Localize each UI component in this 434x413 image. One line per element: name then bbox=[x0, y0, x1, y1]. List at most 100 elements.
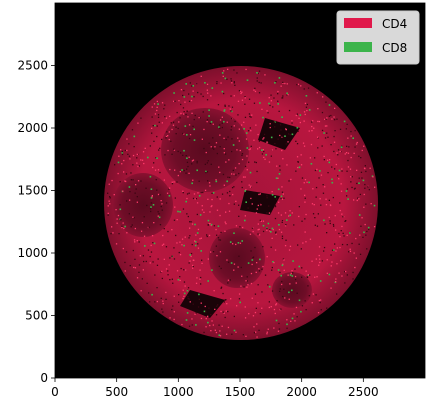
cd4-cell bbox=[281, 220, 284, 222]
cd4-cell bbox=[275, 120, 277, 123]
cd4-cell bbox=[234, 167, 237, 169]
cd4-cell bbox=[123, 171, 125, 173]
cd4-cell bbox=[233, 173, 235, 175]
cd8-cell bbox=[289, 274, 292, 276]
cd8-cell bbox=[274, 196, 276, 198]
cd4-cell bbox=[278, 322, 280, 325]
cd4-cell bbox=[282, 82, 284, 84]
cd4-cell bbox=[182, 132, 184, 135]
cd4-cell bbox=[215, 142, 218, 144]
cd4-cell bbox=[335, 250, 337, 252]
cd4-cell bbox=[266, 229, 268, 232]
cd4-cell bbox=[214, 308, 216, 310]
cd4-cell bbox=[253, 139, 255, 141]
cd4-cell bbox=[188, 325, 191, 327]
cd4-cell bbox=[322, 96, 324, 98]
cd4-cell bbox=[205, 311, 207, 313]
cd4-cell bbox=[166, 131, 168, 133]
cd4-cell bbox=[140, 180, 142, 182]
x-tick-label: 0 bbox=[51, 385, 59, 399]
cd4-cell bbox=[264, 158, 266, 160]
cd4-cell bbox=[275, 231, 277, 233]
cd4-cell bbox=[233, 95, 235, 97]
cd4-cell bbox=[339, 246, 341, 249]
cd4-cell bbox=[198, 180, 200, 182]
cd4-cell bbox=[324, 137, 327, 139]
cd4-cell bbox=[227, 310, 229, 313]
cd4-cell bbox=[233, 69, 235, 71]
cd4-cell bbox=[209, 185, 211, 187]
cd4-cell bbox=[350, 181, 352, 183]
cd4-cell bbox=[257, 302, 259, 304]
cd4-cell bbox=[207, 180, 209, 182]
cd8-cell bbox=[265, 154, 267, 156]
cd4-cell bbox=[244, 215, 246, 217]
cd4-cell bbox=[289, 283, 291, 285]
cd4-cell bbox=[275, 198, 278, 200]
cd4-cell bbox=[189, 227, 191, 229]
cd4-cell bbox=[255, 161, 257, 164]
cd4-cell bbox=[219, 127, 221, 129]
cd4-cell bbox=[273, 327, 275, 329]
cd4-cell bbox=[161, 277, 163, 280]
cd4-cell bbox=[157, 215, 159, 217]
cd8-cell bbox=[198, 195, 201, 197]
cd4-cell bbox=[138, 271, 140, 273]
cd4-cell bbox=[182, 107, 185, 109]
cd4-cell bbox=[359, 234, 361, 236]
cd8-cell bbox=[245, 201, 247, 203]
cd4-cell bbox=[318, 254, 320, 257]
cd4-cell bbox=[245, 280, 247, 282]
cd4-cell bbox=[169, 257, 171, 259]
cd4-cell bbox=[180, 152, 182, 154]
cd4-cell bbox=[160, 297, 162, 299]
cd4-cell bbox=[266, 110, 268, 112]
cd4-cell bbox=[166, 192, 169, 194]
cd4-cell bbox=[237, 114, 239, 116]
cd4-cell bbox=[310, 143, 313, 146]
cd4-cell bbox=[262, 138, 264, 140]
cd4-cell bbox=[363, 206, 365, 208]
cd4-cell bbox=[273, 121, 275, 123]
cd8-cell bbox=[271, 194, 274, 196]
cd4-cell bbox=[350, 130, 352, 133]
cd4-cell bbox=[337, 175, 339, 177]
cd4-cell bbox=[156, 135, 158, 138]
cd8-cell bbox=[274, 121, 276, 123]
cd8-cell bbox=[186, 289, 189, 292]
cd8-cell bbox=[284, 135, 286, 137]
cd4-cell bbox=[124, 261, 126, 264]
cd4-cell bbox=[333, 116, 335, 118]
cd8-cell bbox=[196, 232, 199, 234]
cd4-cell bbox=[160, 205, 162, 208]
cd8-cell bbox=[185, 200, 187, 203]
cd4-cell bbox=[253, 89, 255, 91]
cd4-cell bbox=[366, 248, 368, 250]
cd8-cell bbox=[231, 110, 233, 113]
cd4-cell bbox=[190, 252, 193, 255]
cd4-cell bbox=[225, 310, 227, 312]
cd4-cell bbox=[307, 285, 309, 287]
cd4-cell bbox=[320, 309, 322, 311]
cd8-cell bbox=[183, 244, 185, 247]
cd4-cell bbox=[207, 92, 209, 94]
cd4-cell bbox=[204, 305, 206, 308]
y-tick-label: 500 bbox=[25, 309, 48, 323]
cd4-cell bbox=[274, 205, 277, 208]
cd8-cell bbox=[281, 116, 283, 118]
cd8-cell bbox=[157, 103, 159, 105]
cd4-cell bbox=[171, 183, 174, 185]
cd4-cell bbox=[114, 164, 116, 166]
cd4-cell bbox=[364, 223, 366, 226]
follicle bbox=[209, 228, 265, 288]
cd4-cell bbox=[235, 225, 238, 227]
cd4-cell bbox=[196, 277, 198, 279]
cd4-cell bbox=[288, 109, 291, 112]
cd4-cell bbox=[172, 124, 175, 126]
cd4-cell bbox=[238, 298, 241, 300]
cd4-cell bbox=[296, 143, 299, 145]
cd4-cell bbox=[165, 246, 168, 248]
cd4-cell bbox=[346, 195, 348, 197]
cd4-cell bbox=[295, 306, 298, 309]
cd4-cell bbox=[289, 245, 292, 247]
